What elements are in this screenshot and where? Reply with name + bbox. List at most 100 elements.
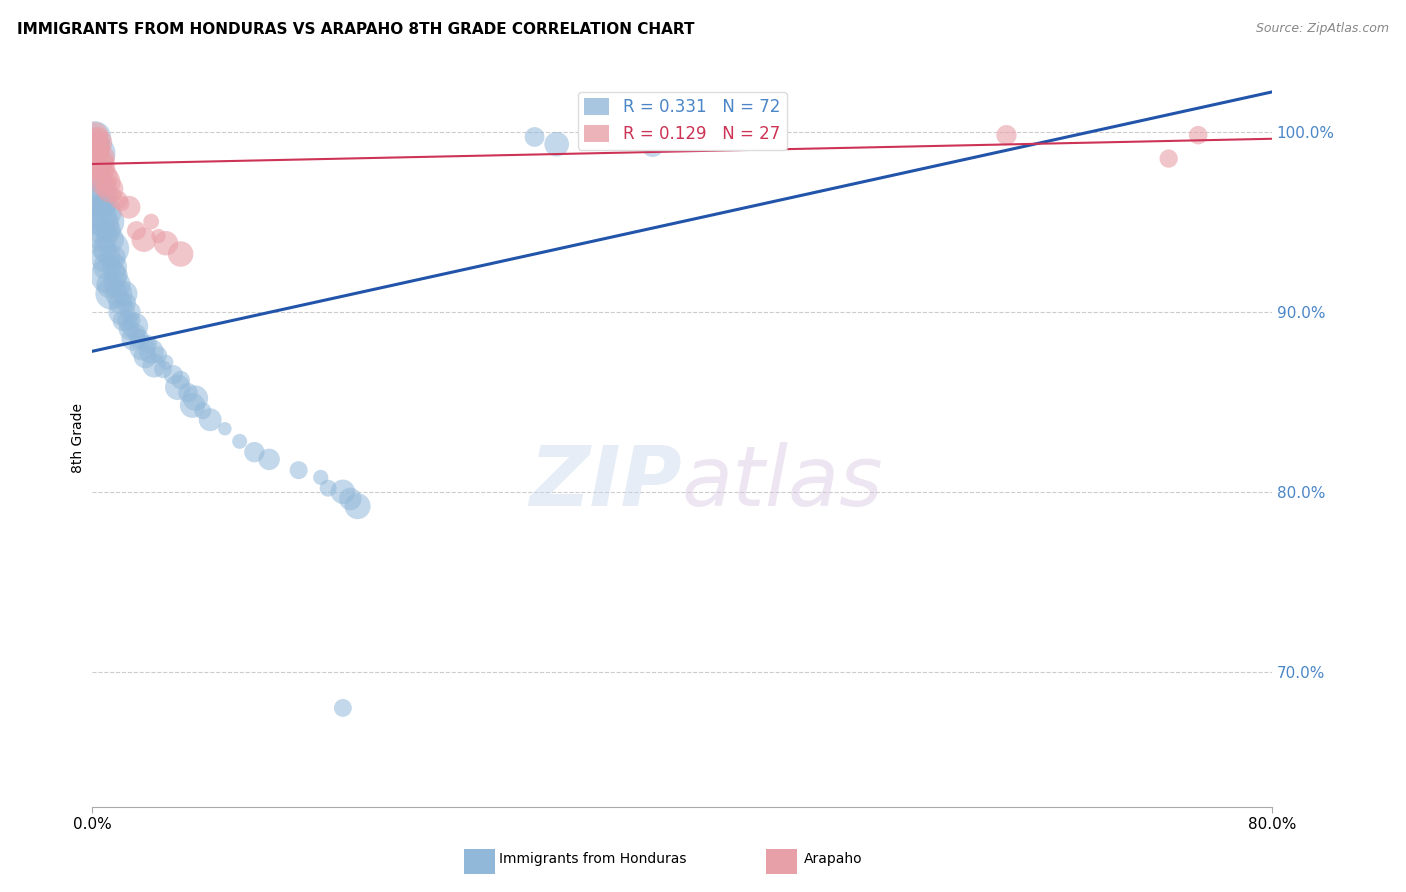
- Point: [91, 164, 114, 178]
- Point: [132, 233, 155, 247]
- Point: [191, 403, 214, 417]
- Point: [94, 251, 117, 265]
- Point: [155, 236, 177, 251]
- Point: [90, 200, 112, 214]
- Point: [995, 128, 1018, 143]
- Point: [93, 242, 115, 256]
- Point: [104, 268, 127, 283]
- Text: ZIP: ZIP: [530, 442, 682, 523]
- Point: [97, 268, 120, 283]
- Text: atlas: atlas: [682, 442, 883, 523]
- Point: [103, 260, 125, 274]
- Point: [131, 341, 153, 355]
- Point: [169, 373, 191, 387]
- Point: [96, 260, 118, 274]
- Point: [94, 196, 117, 211]
- Point: [96, 178, 118, 193]
- Point: [148, 229, 170, 244]
- Point: [166, 380, 188, 394]
- Text: Source: ZipAtlas.com: Source: ZipAtlas.com: [1256, 22, 1389, 36]
- Point: [111, 196, 134, 211]
- Point: [118, 200, 141, 214]
- Point: [198, 413, 221, 427]
- Point: [89, 178, 111, 193]
- Point: [87, 146, 110, 161]
- Point: [184, 391, 207, 405]
- Point: [134, 350, 156, 364]
- Point: [90, 161, 112, 175]
- Point: [115, 295, 138, 310]
- Point: [128, 332, 150, 346]
- Y-axis label: 8th Grade: 8th Grade: [72, 403, 86, 473]
- Point: [316, 481, 339, 495]
- Point: [87, 193, 110, 207]
- Point: [98, 233, 121, 247]
- Point: [98, 277, 121, 292]
- Point: [97, 224, 120, 238]
- Point: [96, 214, 118, 228]
- Point: [98, 182, 121, 196]
- Point: [243, 445, 266, 459]
- Point: [100, 242, 122, 256]
- Text: Immigrants from Honduras: Immigrants from Honduras: [499, 852, 686, 866]
- Point: [148, 348, 170, 362]
- Point: [228, 434, 250, 449]
- Point: [309, 470, 332, 484]
- Point: [84, 128, 107, 143]
- Point: [86, 132, 108, 146]
- Point: [94, 175, 117, 189]
- Point: [89, 211, 111, 225]
- Point: [91, 187, 114, 202]
- Point: [124, 319, 146, 334]
- Point: [121, 314, 143, 328]
- Point: [108, 295, 131, 310]
- Point: [87, 146, 110, 161]
- Text: IMMIGRANTS FROM HONDURAS VS ARAPAHO 8TH GRADE CORRELATION CHART: IMMIGRANTS FROM HONDURAS VS ARAPAHO 8TH …: [17, 22, 695, 37]
- Point: [111, 304, 134, 318]
- Point: [103, 187, 125, 202]
- Point: [141, 214, 163, 228]
- Point: [86, 139, 108, 153]
- Point: [125, 224, 148, 238]
- Point: [117, 314, 139, 328]
- Point: [214, 422, 236, 436]
- Point: [120, 304, 142, 318]
- Text: Arapaho: Arapaho: [804, 852, 863, 866]
- Point: [332, 484, 354, 499]
- Point: [162, 368, 184, 382]
- Point: [90, 218, 112, 232]
- Point: [523, 130, 546, 145]
- Point: [143, 359, 166, 373]
- Point: [641, 139, 664, 153]
- Point: [86, 169, 108, 184]
- Point: [155, 355, 177, 369]
- Point: [107, 286, 129, 301]
- Point: [122, 332, 145, 346]
- Point: [1187, 128, 1209, 143]
- Point: [93, 169, 115, 184]
- Point: [664, 127, 686, 141]
- Point: [89, 152, 111, 166]
- Point: [1157, 152, 1180, 166]
- Point: [100, 286, 122, 301]
- Point: [118, 323, 141, 337]
- Point: [91, 229, 114, 244]
- Point: [346, 499, 368, 513]
- Point: [87, 136, 110, 150]
- Point: [152, 362, 174, 376]
- Point: [112, 314, 135, 328]
- Point: [181, 398, 204, 412]
- Point: [332, 701, 354, 715]
- Point: [101, 251, 124, 265]
- Point: [169, 247, 191, 261]
- Point: [93, 205, 115, 219]
- Point: [141, 344, 163, 359]
- Point: [339, 491, 361, 506]
- Legend: R = 0.331   N = 72, R = 0.129   N = 27: R = 0.331 N = 72, R = 0.129 N = 27: [578, 92, 786, 150]
- Point: [287, 463, 309, 477]
- Point: [257, 452, 280, 467]
- Point: [546, 137, 568, 152]
- Point: [89, 143, 111, 157]
- Point: [86, 137, 108, 152]
- Point: [90, 155, 112, 169]
